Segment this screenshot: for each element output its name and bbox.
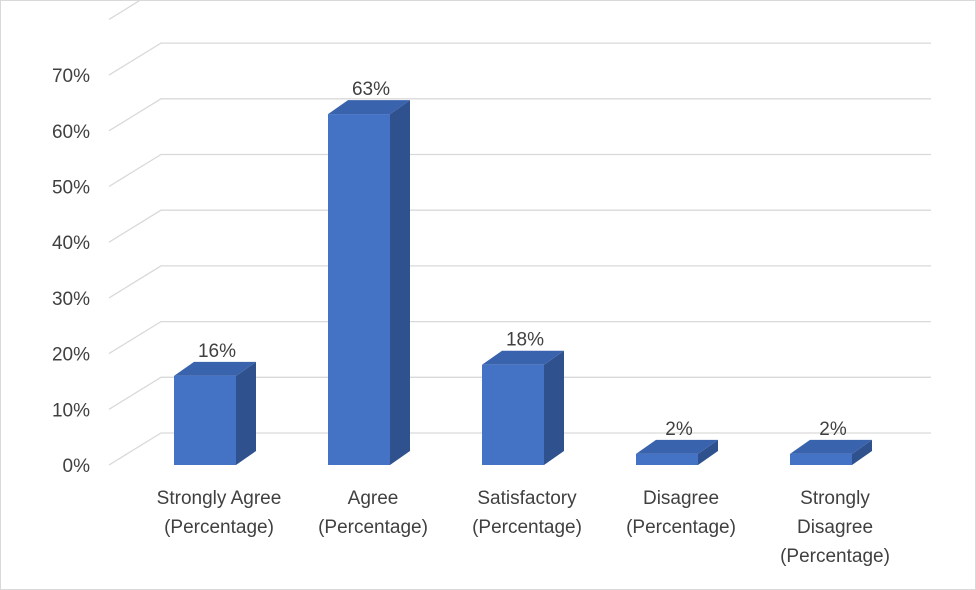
bar-side: [544, 350, 564, 465]
y-tick-label: 20%: [52, 345, 90, 366]
gridline: [108, 1, 141, 20]
gridline: [108, 209, 931, 243]
y-tick-label: 60%: [52, 122, 90, 143]
bar-front: [482, 364, 544, 465]
category-label: Strongly Agree (Percentage): [157, 488, 282, 538]
gridline: [108, 42, 931, 76]
bar-side: [390, 100, 410, 465]
bar-top: [636, 439, 718, 454]
bar: [790, 439, 872, 465]
bar-top: [482, 350, 564, 365]
bar-side: [698, 439, 718, 465]
gridline: [108, 153, 931, 188]
gridline: [108, 376, 931, 410]
bars: [174, 100, 872, 465]
bar-side: [236, 361, 256, 465]
bar-front: [174, 375, 236, 465]
x-axis-categories: Strongly Agree (Percentage) Agree (Percenta…: [157, 488, 890, 567]
gridlines: [108, 1, 931, 466]
bar-top: [174, 361, 256, 376]
y-tick-label: 30%: [52, 289, 90, 310]
data-label: 63%: [352, 79, 390, 100]
bar: [482, 350, 564, 465]
gridline: [108, 265, 931, 299]
data-label: 16%: [198, 341, 236, 362]
bar-top: [328, 100, 410, 115]
bar-top: [790, 439, 872, 454]
bar: [174, 361, 256, 465]
bar-front: [636, 453, 698, 465]
y-tick-label: 50%: [52, 178, 90, 199]
data-label: 18%: [506, 330, 544, 351]
y-tick-label: 70%: [52, 66, 90, 87]
bar-front: [328, 114, 390, 465]
data-label: 2%: [819, 419, 847, 440]
category-label: Satisfactory (Percentage): [472, 488, 582, 538]
category-label: Agree (Percentage): [318, 488, 428, 538]
y-axis-ticks: 0% 10% 20% 30% 40% 50% 60% 70%: [52, 66, 90, 477]
bar: [636, 439, 718, 465]
gridline: [108, 98, 931, 132]
bar: [328, 100, 410, 465]
y-tick-label: 0%: [63, 456, 91, 477]
gridline: [108, 320, 931, 355]
data-label: 2%: [665, 419, 693, 440]
y-tick-label: 10%: [52, 400, 90, 421]
data-labels: 16% 63% 18% 2% 2%: [198, 79, 847, 440]
category-label: Strongly Disagree (Percentage): [780, 488, 890, 567]
y-tick-label: 40%: [52, 233, 90, 254]
bar-side: [852, 439, 872, 465]
bar-front: [790, 453, 852, 465]
gridline: [108, 432, 931, 466]
category-label: Disagree (Percentage): [626, 488, 736, 538]
